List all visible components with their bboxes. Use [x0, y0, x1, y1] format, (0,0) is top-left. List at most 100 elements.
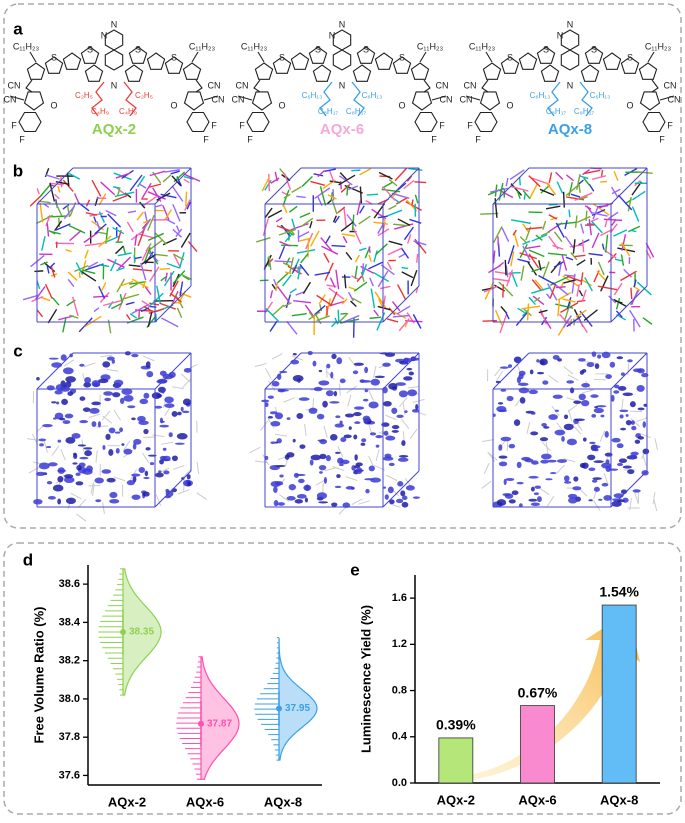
molecule-fragment — [333, 189, 334, 200]
void-blob — [397, 481, 403, 487]
molecule-fragment — [557, 182, 562, 194]
skeleton-fragment — [600, 430, 604, 441]
molecule-fragment — [602, 244, 604, 250]
void-blob — [375, 435, 382, 438]
molecule-fragment — [591, 218, 599, 221]
skeleton-fragment — [172, 387, 184, 389]
molecule-fragment — [585, 277, 593, 291]
void-blob — [79, 420, 88, 423]
vinyl-bond — [482, 80, 488, 92]
x-tick-label: AQx-2 — [437, 792, 475, 807]
molecule-fragment — [173, 204, 180, 221]
void-blob — [139, 467, 146, 473]
molecule-fragment — [266, 309, 279, 322]
void-blob — [572, 486, 581, 490]
void-blob — [537, 496, 542, 502]
molecule-fragment — [360, 206, 365, 214]
molecule-fragment — [292, 314, 307, 316]
molecule-fragment — [589, 184, 594, 191]
molecule-fragment — [272, 305, 284, 316]
molecule-fragment — [402, 268, 409, 269]
void-blob — [305, 485, 310, 492]
void-blob — [557, 459, 567, 463]
void-blob — [354, 363, 364, 366]
void-blob — [57, 440, 61, 443]
molecular-cube — [256, 168, 426, 338]
skeleton-fragment — [604, 473, 608, 484]
void-blob — [54, 390, 62, 394]
skeleton-fragment — [102, 416, 111, 423]
molecule-fragment — [70, 230, 82, 240]
molecule-fragment — [399, 254, 405, 258]
void-blob — [98, 421, 101, 427]
molecule-fragment — [549, 236, 558, 249]
alkyl-bond — [648, 52, 654, 62]
void-blob — [499, 461, 507, 466]
molecule-fragment — [581, 224, 584, 234]
void-blob — [145, 471, 149, 477]
core-ring — [333, 50, 350, 70]
void-blob — [72, 462, 77, 464]
void-blob — [407, 389, 417, 396]
molecule-fragment — [494, 251, 495, 264]
alkyl-label: C₁₁H₂₃ — [469, 41, 496, 51]
void-blob — [531, 502, 540, 506]
molecule-fragment — [344, 207, 346, 226]
skeleton-fragment — [181, 374, 190, 382]
void-blob — [370, 432, 376, 435]
void-blob — [330, 372, 333, 379]
chain-label: C₈H₁₇ — [574, 107, 595, 116]
void-blob — [356, 467, 363, 474]
void-blob — [163, 448, 167, 451]
void-blob — [164, 403, 174, 408]
molecule-fragment — [177, 308, 181, 318]
chain-label: C₈H₁₇ — [318, 107, 339, 116]
molecule-fragment — [506, 178, 508, 186]
molecule-fragment — [589, 254, 603, 256]
fluorine-label: F — [19, 134, 25, 144]
alkyl-bond — [30, 52, 36, 62]
void-blob — [108, 449, 113, 456]
y-tick-label: 37.6 — [59, 769, 80, 781]
y-axis-label: Luminescence Yield (%) — [358, 605, 373, 753]
void-blob — [272, 381, 280, 387]
molecule-fragment — [47, 223, 48, 236]
molecule-fragment — [359, 248, 366, 250]
void-blob — [65, 376, 76, 382]
molecule-fragment — [376, 244, 388, 255]
void-blob — [501, 437, 512, 442]
molecule-fragment — [502, 228, 509, 242]
molecule-fragment — [341, 222, 353, 231]
void-blob — [289, 484, 296, 490]
void-blob — [369, 465, 375, 471]
void-blob — [626, 414, 629, 417]
molecule-fragment — [556, 172, 563, 179]
void-blob — [548, 414, 558, 420]
void-blob — [188, 481, 191, 486]
void-blob — [391, 408, 397, 414]
value-label: 0.67% — [518, 684, 558, 700]
skeleton-fragment — [403, 403, 405, 415]
void-blob — [561, 436, 565, 442]
void-blob — [610, 362, 615, 368]
void-blob — [76, 465, 81, 470]
skeleton-fragment — [114, 410, 121, 420]
molecule-fragment — [55, 194, 60, 199]
void-blob — [107, 357, 115, 361]
void-blob — [326, 455, 331, 461]
value-label: 37.95 — [285, 703, 310, 714]
molecule-fragment — [256, 238, 270, 242]
void-blob — [573, 400, 581, 403]
panel-label: a — [13, 19, 23, 38]
molecule-fragment — [127, 222, 133, 232]
void-blob — [384, 431, 389, 436]
void-blob — [589, 442, 595, 444]
atom-n: N — [339, 80, 346, 90]
molecule-fragment — [93, 296, 108, 297]
molecule-fragment — [276, 218, 282, 222]
void-blob — [555, 410, 559, 412]
skeleton-fragment — [568, 404, 577, 411]
molecule-fragment — [402, 248, 409, 258]
molecule-fragment — [528, 303, 529, 320]
molecule-fragment — [561, 283, 563, 289]
